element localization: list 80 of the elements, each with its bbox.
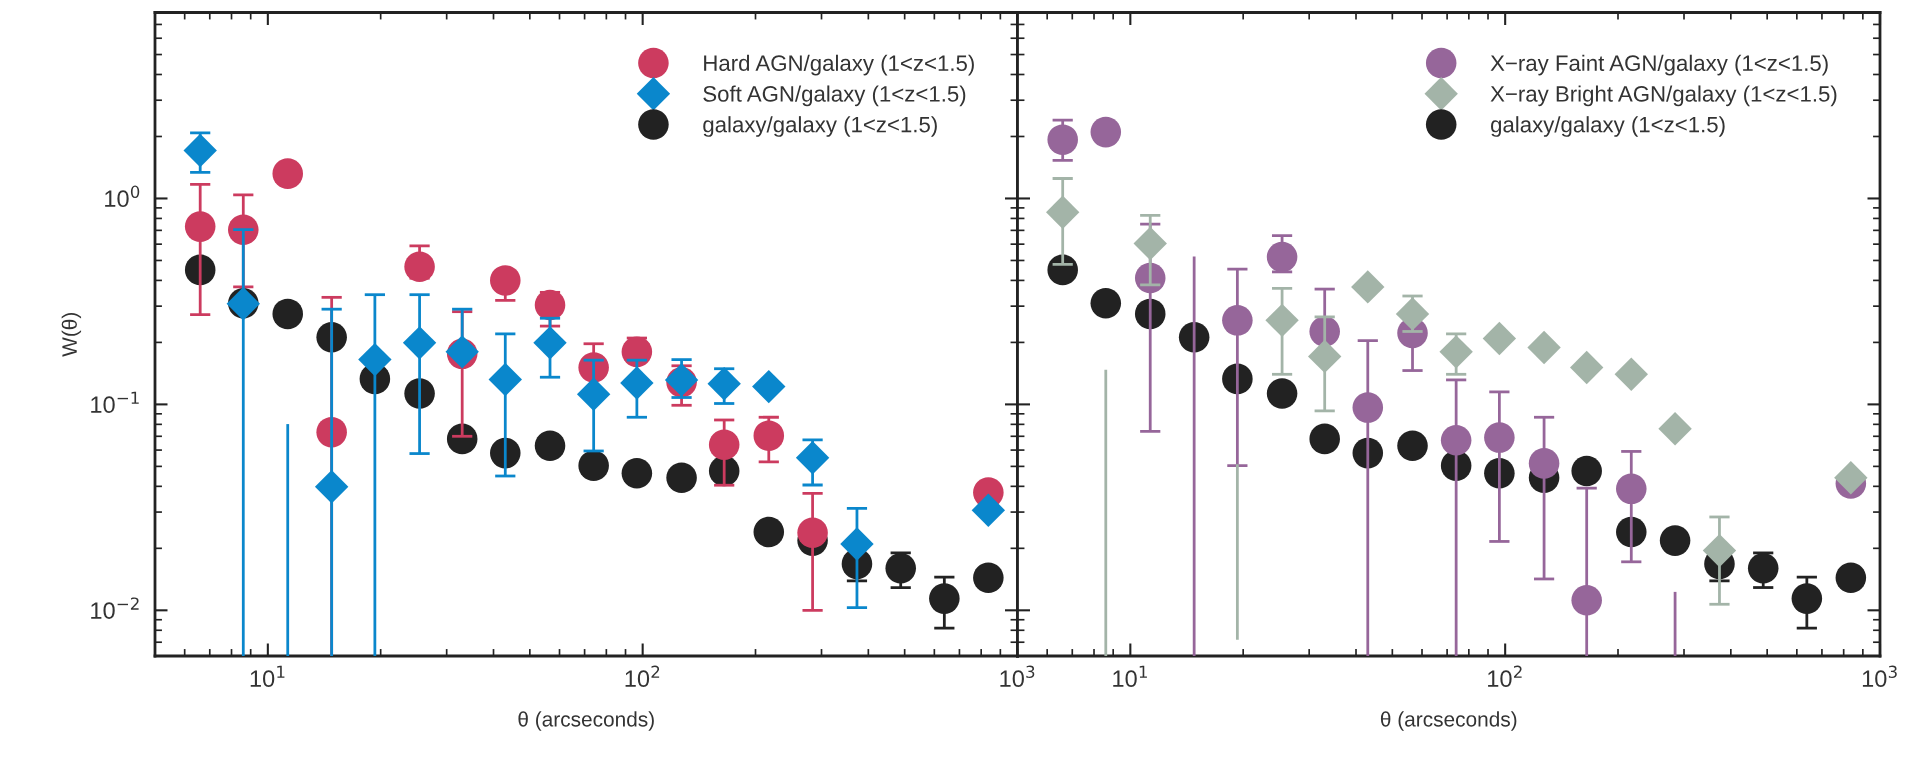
point (1090, 116, 1122, 148)
point (1439, 335, 1473, 369)
point (1484, 422, 1515, 453)
point (1133, 226, 1167, 261)
point (272, 298, 304, 330)
point (1702, 533, 1737, 568)
point (1266, 241, 1298, 273)
point (1616, 473, 1647, 505)
legend-label: X−ray Bright AGN/galaxy (1<z<1.5) (1490, 85, 1837, 107)
point (314, 470, 349, 504)
x-tick-label: 10$^{3}$ (1000, 665, 1035, 688)
x-tick-label: 10$^{1}$ (250, 665, 285, 688)
point (620, 366, 654, 400)
x-tick-label: 10$^{2}$ (625, 665, 660, 688)
point (666, 462, 697, 494)
point (183, 133, 217, 168)
point (753, 420, 785, 451)
point (840, 527, 874, 561)
point (1309, 423, 1340, 455)
point (534, 430, 566, 461)
point (1659, 525, 1691, 556)
y-tick-label: 10$^{−2}$ (91, 597, 139, 619)
point (578, 450, 609, 481)
point (1352, 392, 1384, 423)
x-tick-label: 10$^{1}$ (1113, 665, 1147, 688)
point (1570, 350, 1604, 385)
y-tick-label: 10$^{0}$ (105, 185, 140, 208)
point (1614, 357, 1648, 391)
point (1351, 270, 1385, 304)
point (971, 493, 1006, 527)
point (973, 562, 1004, 593)
legend-label: Soft AGN/galaxy (1<z<1.5) (703, 85, 966, 107)
point (1527, 330, 1561, 365)
point (1395, 297, 1430, 331)
x-tick-label: 10$^{3}$ (1862, 665, 1897, 688)
point (797, 517, 828, 549)
point (534, 289, 566, 321)
point (1835, 562, 1867, 593)
point (533, 326, 567, 360)
x-axis-title: θ (arcseconds) (1380, 711, 1517, 731)
point (795, 441, 830, 475)
point (1046, 195, 1080, 229)
point (402, 326, 437, 360)
point (1747, 553, 1779, 584)
point (184, 211, 216, 242)
x-tick-label: 10$^{2}$ (1488, 665, 1522, 688)
point (1791, 583, 1823, 614)
point (929, 583, 960, 614)
point (1571, 455, 1602, 487)
point (1266, 378, 1298, 409)
legend-label: galaxy/galaxy (1<z<1.5) (703, 116, 937, 137)
point (1528, 448, 1560, 479)
point (1440, 424, 1472, 456)
y-tick-label: 10$^{−1}$ (91, 391, 139, 414)
point (753, 516, 785, 548)
point (488, 362, 522, 397)
point (621, 457, 653, 489)
point (1308, 339, 1342, 374)
point (1047, 124, 1078, 155)
point (707, 367, 741, 401)
point (272, 158, 304, 189)
point (1222, 305, 1253, 336)
legend-label: X−ray Faint AGN/galaxy (1<z<1.5) (1490, 54, 1828, 76)
point (752, 369, 786, 404)
y-axis-title: W(θ) (61, 312, 82, 357)
point (1658, 412, 1692, 446)
legend-label: galaxy/galaxy (1<z<1.5) (1491, 116, 1725, 137)
point (1571, 584, 1602, 616)
x-axis-title: θ (arcseconds) (518, 711, 654, 731)
point (404, 251, 435, 283)
point (1834, 461, 1868, 495)
point (1397, 430, 1428, 461)
point (708, 429, 740, 460)
point (1090, 287, 1122, 319)
point (1265, 303, 1299, 338)
point (358, 342, 392, 377)
point (490, 265, 521, 296)
point (576, 377, 611, 411)
legend-label: Hard AGN/galaxy (1<z<1.5) (704, 54, 974, 76)
point (1482, 321, 1517, 356)
